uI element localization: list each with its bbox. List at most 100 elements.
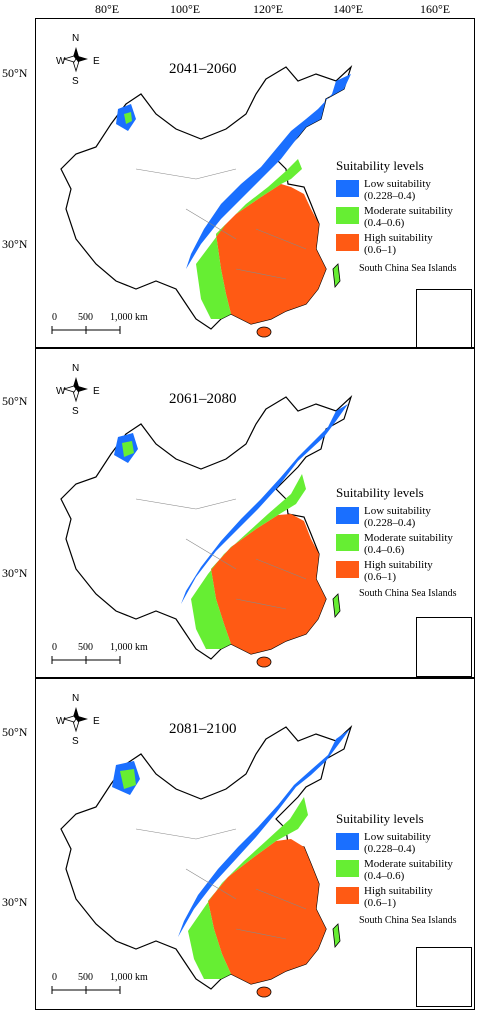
lon-label-80e: 80°E: [95, 2, 120, 16]
lon-label-160e: 160°E: [420, 2, 451, 16]
compass-rose: [62, 47, 88, 73]
compass-west: W: [56, 386, 66, 397]
scale-tick-1000: 1,000 km: [110, 972, 148, 983]
south-china-sea-inset: [416, 617, 472, 677]
low-suitability-band: [186, 74, 351, 269]
low-suitability-band: [181, 404, 348, 604]
legend-swatch-low: [336, 180, 359, 197]
scale-tick-500: 500: [78, 972, 93, 983]
lat-label-30n: 30°N: [2, 895, 28, 909]
scale-bar: [51, 986, 121, 994]
compass-south: S: [72, 76, 79, 87]
compass-rose: [62, 377, 88, 403]
compass-east: E: [93, 386, 100, 397]
compass-south: S: [72, 736, 79, 747]
low-suitability-band: [178, 729, 350, 937]
taiwan-island: [332, 263, 341, 288]
legend-label-moderate: Moderate suitability (0.4–0.6): [364, 858, 453, 882]
scale-tick-0: 0: [52, 312, 57, 323]
province-borders: [135, 498, 307, 610]
legend-item-high: High suitability (0.6–1): [336, 885, 471, 912]
province-borders: [135, 168, 307, 280]
lon-label-140e: 140°E: [333, 2, 364, 16]
legend-item-low: Low suitability (0.228–0.4): [336, 831, 471, 858]
legend-item-moderate: Moderate suitability (0.4–0.6): [336, 205, 471, 232]
legend-label-low: Low suitability (0.228–0.4): [364, 505, 431, 529]
legend-label-moderate: Moderate suitability (0.4–0.6): [364, 205, 453, 229]
compass-west: W: [56, 716, 66, 727]
moderate-suitability-xinjiang: [122, 441, 134, 457]
period-title: 2081–2100: [169, 721, 237, 737]
legend-label-low: Low suitability (0.228–0.4): [364, 178, 431, 202]
province-borders: [135, 828, 307, 940]
hainan-island: [256, 656, 272, 668]
legend-swatch-moderate: [336, 207, 359, 224]
legend-item-moderate: Moderate suitability (0.4–0.6): [336, 532, 471, 559]
scale-bar: [51, 656, 121, 664]
legend: Suitability levels Low suitability (0.22…: [336, 811, 471, 912]
south-china-sea-inset: [416, 289, 472, 347]
lat-label-50n: 50°N: [2, 66, 28, 80]
compass-rose: [62, 707, 88, 733]
legend-item-low: Low suitability (0.228–0.4): [336, 178, 471, 205]
moderate-suitability-xinjiang: [124, 112, 132, 124]
lat-label-50n: 50°N: [2, 394, 28, 408]
period-title: 2061–2080: [169, 391, 237, 407]
moderate-suitability-band: [191, 474, 306, 649]
legend: Suitability levels Low suitability (0.22…: [336, 158, 471, 259]
china-suitability-map: [60, 394, 353, 668]
legend-label-low: Low suitability (0.228–0.4): [364, 831, 431, 855]
legend-item-high: High suitability (0.6–1): [336, 232, 471, 259]
compass-east: E: [93, 716, 100, 727]
scale-tick-1000: 1,000 km: [110, 642, 148, 653]
china-suitability-map: [60, 64, 353, 338]
scale-bar: [51, 326, 121, 334]
legend-swatch-low: [336, 833, 359, 850]
compass-south: S: [72, 406, 79, 417]
compass-north: N: [72, 693, 80, 704]
legend-swatch-high: [336, 561, 359, 578]
legend: Suitability levels Low suitability (0.22…: [336, 485, 471, 586]
scale-tick-0: 0: [52, 642, 57, 653]
scale-tick-1000: 1,000 km: [110, 312, 148, 323]
compass-west: W: [56, 56, 66, 67]
legend-label-high: High suitability (0.6–1): [364, 559, 433, 583]
moderate-suitability-xinjiang: [120, 769, 136, 789]
lon-label-120e: 120°E: [253, 2, 284, 16]
inset-label: South China Sea Islands: [359, 588, 457, 599]
hainan-island: [256, 326, 272, 338]
moderate-suitability-band: [196, 159, 302, 319]
taiwan-island: [332, 923, 341, 948]
china-suitability-map: [60, 724, 353, 998]
legend-label-moderate: Moderate suitability (0.4–0.6): [364, 532, 453, 556]
legend-swatch-low: [336, 507, 359, 524]
scale-tick-0: 0: [52, 972, 57, 983]
legend-label-high: High suitability (0.6–1): [364, 232, 433, 256]
high-suitability-region: [208, 839, 326, 984]
high-suitability-region: [216, 184, 326, 324]
legend-title: Suitability levels: [336, 811, 424, 826]
taiwan-island: [332, 593, 341, 618]
period-title: 2041–2060: [169, 61, 237, 77]
moderate-suitability-band: [188, 797, 308, 979]
scale-tick-500: 500: [78, 642, 93, 653]
legend-item-low: Low suitability (0.228–0.4): [336, 505, 471, 532]
hainan-island: [256, 986, 272, 998]
south-china-sea-inset: [416, 947, 472, 1007]
legend-item-moderate: Moderate suitability (0.4–0.6): [336, 858, 471, 885]
legend-swatch-high: [336, 887, 359, 904]
compass-north: N: [72, 363, 80, 374]
map-panel-2041-2060: N S W E 2041–2060 Suitability levels Low…: [35, 18, 475, 348]
high-suitability-region: [211, 514, 326, 654]
compass-east: E: [93, 56, 100, 67]
legend-label-high: High suitability (0.6–1): [364, 885, 433, 909]
lon-label-100e: 100°E: [170, 2, 201, 16]
legend-swatch-moderate: [336, 860, 359, 877]
legend-title: Suitability levels: [336, 158, 424, 173]
lat-label-30n: 30°N: [2, 237, 28, 251]
compass-north: N: [72, 33, 80, 44]
inset-label: South China Sea Islands: [359, 915, 457, 926]
inset-label: South China Sea Islands: [359, 263, 457, 274]
legend-item-high: High suitability (0.6–1): [336, 559, 471, 586]
legend-swatch-moderate: [336, 534, 359, 551]
